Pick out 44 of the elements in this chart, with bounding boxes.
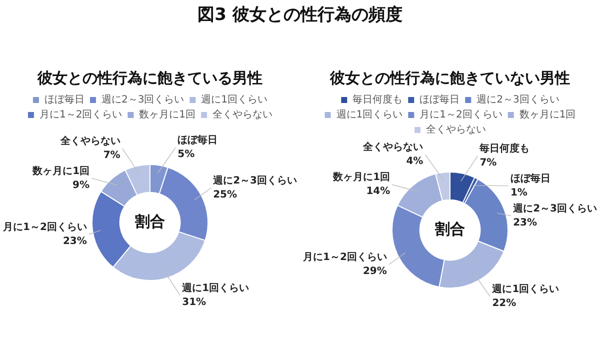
text: 図3 彼女との性行為の頻度 [196, 4, 404, 27]
data-label: 7% [480, 157, 497, 168]
data-label: 1% [510, 187, 528, 198]
slice-label: 全くやらない [59, 134, 120, 147]
legend-label: 週に1回くらい [201, 94, 268, 106]
slice-label: 数ヶ月に1回 [332, 171, 390, 184]
legend-label: 毎日何度も [352, 94, 403, 106]
data-label: 7% [103, 150, 120, 161]
data-label: 25% [213, 190, 238, 201]
slice-label: 週に2～3回くらい [212, 174, 298, 187]
data-label: 9% [72, 180, 90, 191]
data-label: 4% [406, 156, 424, 168]
legend-label: 全くやらない [426, 124, 486, 136]
legend-label: 全くやらない [212, 108, 273, 121]
slice-label: 月に1～2回くらい [302, 252, 387, 264]
data-label: 23% [513, 217, 538, 228]
slice-label: 週に2～3回くらい [512, 202, 598, 214]
chart-title: 彼女との性行為に飽きている男性 [36, 68, 262, 87]
data-label: 5% [178, 149, 195, 160]
legend-label: 週に2～3回くらい [101, 94, 184, 106]
legend-label: 週に2～3回くらい [476, 94, 560, 106]
legend-label: 月に1～2回くらい [420, 110, 502, 121]
data-label: 23% [62, 236, 87, 247]
legend-label: 数ヶ月に1回 [139, 110, 196, 121]
slice-label: 週に1回くらい [181, 282, 250, 294]
slice-label: 数ヶ月に1回 [32, 164, 90, 177]
text: 割合 [134, 212, 165, 230]
legend-label: 数ヶ月に1回 [519, 110, 576, 121]
data-label: 22% [492, 298, 516, 310]
slice-label: ほぼ毎日 [510, 172, 550, 184]
chart-title: 彼女との性行為に飽きていない男性 [329, 68, 570, 87]
text: 割合 [434, 220, 465, 238]
slice-label: 週に1回くらい [491, 283, 560, 296]
slice-label: 月に1～2回くらい [2, 222, 87, 233]
legend-label: 週に1回くらい [336, 110, 403, 121]
data-label: 31% [182, 297, 206, 308]
data-label: 14% [366, 186, 390, 198]
data-label: 29% [362, 266, 387, 278]
legend-label: ほぼ毎日 [44, 94, 84, 106]
slice-label: 毎日何度も [478, 142, 530, 154]
legend-label: 月に1～2回くらい [39, 110, 122, 121]
slice-label: 全くやらない [362, 141, 424, 154]
legend-label: ほぼ毎日 [420, 94, 460, 106]
slice-label: ほぼ毎日 [178, 134, 218, 146]
